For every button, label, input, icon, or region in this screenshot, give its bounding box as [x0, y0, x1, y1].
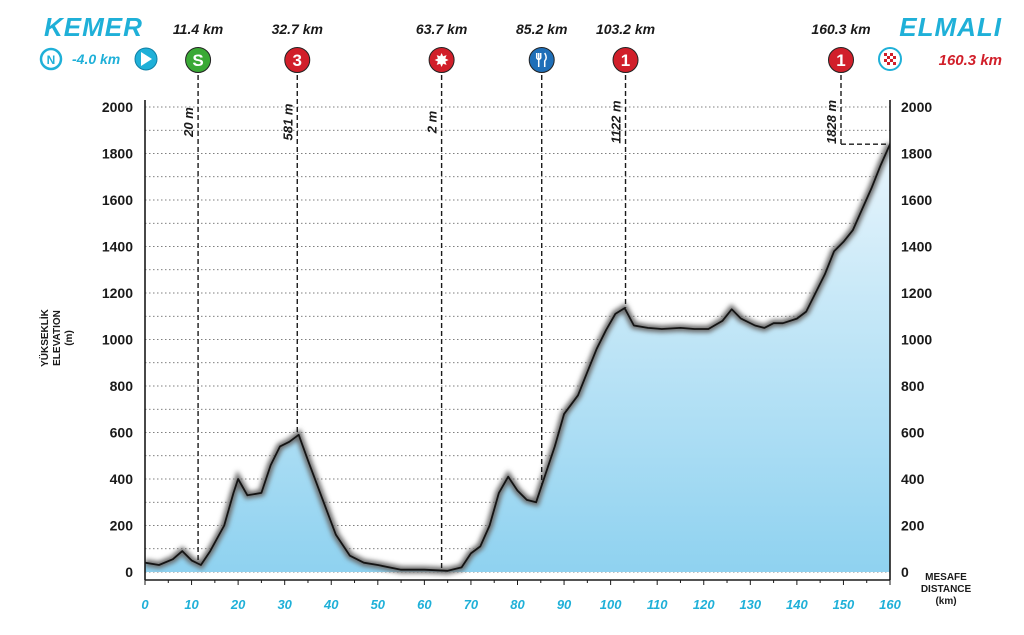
elevation-area: [145, 142, 890, 575]
marker-badge-text: 3: [293, 51, 302, 70]
y-tick-label-left: 1200: [102, 285, 133, 301]
x-tick-label: 60: [417, 597, 432, 612]
marker-badge-text: 1: [836, 51, 845, 70]
x-tick-label: 0: [141, 597, 149, 612]
y-axis-title: YÜKSEKLİKELEVATION(m): [38, 308, 75, 367]
y-tick-label-right: 1000: [901, 332, 932, 348]
marker-altitude-label: 1828 m: [824, 100, 839, 145]
neutral-badge-letter: N: [47, 53, 56, 67]
y-tick-label-left: 1600: [102, 192, 133, 208]
x-tick-label: 100: [600, 597, 622, 612]
finish-town-name: ELMALI: [899, 12, 1002, 42]
climb-category-3-icon: [284, 47, 311, 73]
climb-category-1-icon: [828, 47, 854, 73]
checkered-flag-icon: [878, 47, 902, 71]
x-tick-label: 160: [879, 597, 901, 612]
marker-altitude-label: 1122 m: [609, 100, 624, 144]
marker-km-label: 85.2 km: [516, 21, 567, 37]
route-markers: 11.4 km S 20 m 32.7 km 3 581 m 63.7 km 2 m 85.2 …: [173, 21, 890, 569]
sprint-icon: [185, 47, 212, 73]
marker-km-label: 160.3 km: [811, 21, 870, 37]
x-tick-label: 140: [786, 597, 808, 612]
marker-sprint-icon: 11.4 km S 20 m: [173, 21, 223, 562]
y-tick-label-left: 400: [110, 471, 134, 487]
marker-km-label: 103.2 km: [596, 21, 655, 37]
y-tick-label-right: 1600: [901, 192, 932, 208]
axes: [144, 100, 891, 585]
x-ticks: 0 10 20 30 40 50 60 70 80 90 100 110 120 130 140 150 160: [141, 597, 901, 612]
fork-knife-glyph: [535, 52, 547, 67]
y-tick-label-right: 400: [901, 471, 925, 487]
y-ticks-right: 0 200 400 600 800 1000 1200 1400 1600 1800 2000: [901, 99, 932, 580]
y-tick-label-right: 1400: [901, 239, 932, 255]
marker-climb-category-1-icon: 160.3 km 1 1828 m: [811, 21, 890, 145]
elevation-line: [145, 143, 890, 572]
x-tick-label: 70: [464, 597, 479, 612]
marker-climb-category-3-icon: 32.7 km 3 581 m: [272, 21, 323, 434]
y-tick-label-right: 2000: [901, 99, 932, 115]
marker-km-label: 63.7 km: [416, 21, 467, 37]
y-tick-label-right: 200: [901, 518, 925, 534]
x-axis-title: MESAFE DISTANCE (km): [921, 572, 972, 607]
y-tick-label-left: 0: [125, 564, 133, 580]
y-tick-label-right: 800: [901, 378, 925, 394]
y-tick-label-left: 1000: [102, 332, 133, 348]
y-tick-label-right: 1800: [901, 146, 932, 162]
x-tick-label: 10: [184, 597, 199, 612]
y-ticks-left: 0 200 400 600 800 1000 1200 1400 1600 1800 2000: [102, 99, 133, 580]
y-tick-label-left: 600: [110, 425, 134, 441]
x-tick-label: 50: [371, 597, 386, 612]
marker-km-label: 32.7 km: [272, 21, 323, 37]
y-tick-label-right: 0: [901, 564, 909, 580]
marker-climb-category-1-icon: 103.2 km 1 1122 m: [596, 21, 655, 308]
burst-glyph: [434, 53, 449, 67]
neutral-distance-label: -4.0 km: [72, 51, 120, 67]
marker-altitude-label: 581 m: [280, 103, 295, 140]
marker-badge-text: 1: [621, 51, 630, 70]
finish-distance-label: 160.3 km: [939, 52, 1002, 69]
marker-bonus-sprint-icon: 63.7 km 2 m: [416, 21, 467, 569]
x-tick-label: 90: [557, 597, 572, 612]
x-tick-label: 80: [510, 597, 525, 612]
x-tick-label: 120: [693, 597, 715, 612]
elevation-fill: [145, 144, 890, 572]
feed-zone-icon: [528, 47, 555, 73]
svg-text:YÜKSEKLİKELEVATION(m): YÜKSEKLİKELEVATION(m): [38, 308, 75, 367]
x-tick-label: 130: [739, 597, 761, 612]
marker-km-label: 11.4 km: [173, 21, 223, 37]
marker-badge-text: S: [192, 51, 203, 70]
y-tick-label-right: 600: [901, 425, 925, 441]
marker-altitude-label: 2 m: [425, 110, 440, 134]
climb-category-1-icon: [612, 47, 639, 73]
x-tick-label: 150: [833, 597, 855, 612]
y-tick-label-left: 2000: [102, 99, 133, 115]
y-tick-label-left: 800: [110, 378, 134, 394]
y-tick-label-left: 1800: [102, 146, 133, 162]
x-tick-label: 30: [277, 597, 292, 612]
x-tick-label: 110: [647, 597, 668, 612]
start-town-name: KEMER: [44, 12, 143, 42]
neutral-start-badge: N: [39, 47, 63, 71]
play-icon: [134, 47, 158, 71]
y-tick-label-left: 1400: [102, 239, 133, 255]
y-tick-label-left: 200: [110, 518, 134, 534]
marker-altitude-label: 20 m: [181, 107, 196, 138]
x-tick-label: 40: [323, 597, 339, 612]
marker-feed-zone-icon: 85.2 km: [516, 21, 567, 484]
x-tick-label: 20: [230, 597, 246, 612]
y-tick-label-right: 1200: [901, 285, 932, 301]
